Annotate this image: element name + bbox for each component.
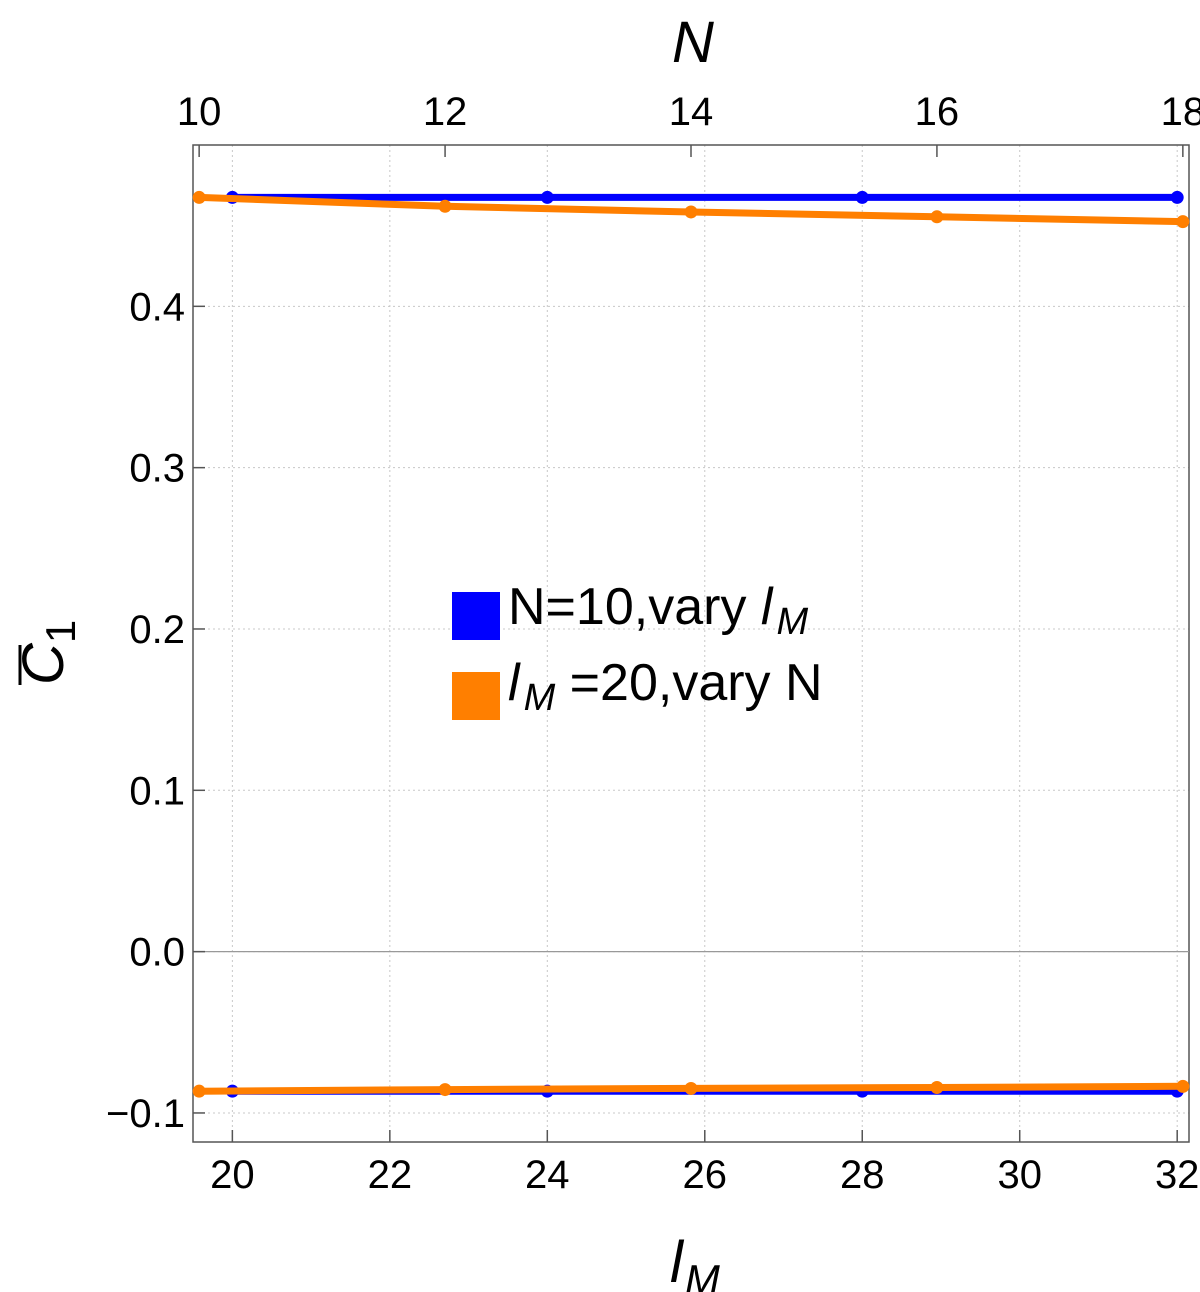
svg-text:lM =20,vary N: lM =20,vary N <box>508 654 823 719</box>
x-axis-title-sub: M <box>685 1256 720 1292</box>
legend-swatch-blue <box>452 592 500 640</box>
legend-swatch-orange <box>452 672 500 720</box>
legend-label-orange-sub: M <box>524 677 556 719</box>
y-tick-label: 0.1 <box>129 769 185 813</box>
y-tick-label: 0.4 <box>129 285 185 329</box>
data-point-1-upper <box>684 205 698 219</box>
grid <box>193 145 1189 1142</box>
data-point-1-lower <box>438 1083 452 1097</box>
x-axis-title: lM <box>670 1230 720 1292</box>
x-tick-label: 32 <box>1155 1153 1200 1197</box>
x2-tick-label: 16 <box>915 90 960 134</box>
y-axis-title: C1 <box>11 620 84 685</box>
legend-label-blue-a: N=10,vary <box>508 578 761 636</box>
y-tick-label: 0.3 <box>129 447 185 491</box>
x-tick-label: 24 <box>525 1153 570 1197</box>
legend-label-orange-b: =20,vary N <box>555 654 822 712</box>
x-tick-label: 28 <box>840 1153 885 1197</box>
data-point-1-upper <box>1176 215 1190 229</box>
svg-text:C1: C1 <box>11 620 84 685</box>
data-point-1-upper <box>930 210 944 224</box>
x2-tick-label: 10 <box>177 90 222 134</box>
data-point-0-upper <box>855 190 869 204</box>
x-tick-label: 22 <box>368 1153 413 1197</box>
y-axis-title-sub: 1 <box>37 620 84 643</box>
series <box>192 190 1190 1098</box>
y-tick-label: −0.1 <box>106 1092 185 1136</box>
data-point-0-upper <box>1170 190 1184 204</box>
y-tick-label: 0.2 <box>129 608 185 652</box>
x-tick-label: 26 <box>683 1153 728 1197</box>
data-point-1-lower <box>192 1084 206 1098</box>
x-tick-label: 20 <box>210 1153 255 1197</box>
y-tick-label: 0.0 <box>129 931 185 975</box>
legend-label-blue-sub: M <box>776 601 808 643</box>
x2-tick-label: 14 <box>669 90 714 134</box>
data-point-0-upper <box>540 190 554 204</box>
x2-tick-label: 18 <box>1161 90 1200 134</box>
svg-text:N=10,vary lM: N=10,vary lM <box>508 578 808 643</box>
x-tick-label: 30 <box>997 1153 1042 1197</box>
data-point-1-upper <box>438 199 452 213</box>
plot-frame <box>192 144 1190 1143</box>
x-axis-title-main: l <box>670 1230 685 1292</box>
legend-label-blue-l: l <box>761 578 774 636</box>
data-point-1-lower <box>1176 1079 1190 1093</box>
data-point-1-lower <box>684 1081 698 1095</box>
y-axis-title-main: C <box>11 642 76 685</box>
x2-axis-title: N <box>672 10 714 75</box>
ticks: 20 22 24 26 28 30 32 10 12 14 16 18 −0.1 0.0 0.1 0.2 0.3… <box>106 90 1200 1197</box>
data-point-1-upper <box>192 190 206 204</box>
x2-tick-label: 12 <box>423 90 468 134</box>
legend-label-orange-l: l <box>508 654 521 712</box>
data-point-1-lower <box>930 1080 944 1094</box>
